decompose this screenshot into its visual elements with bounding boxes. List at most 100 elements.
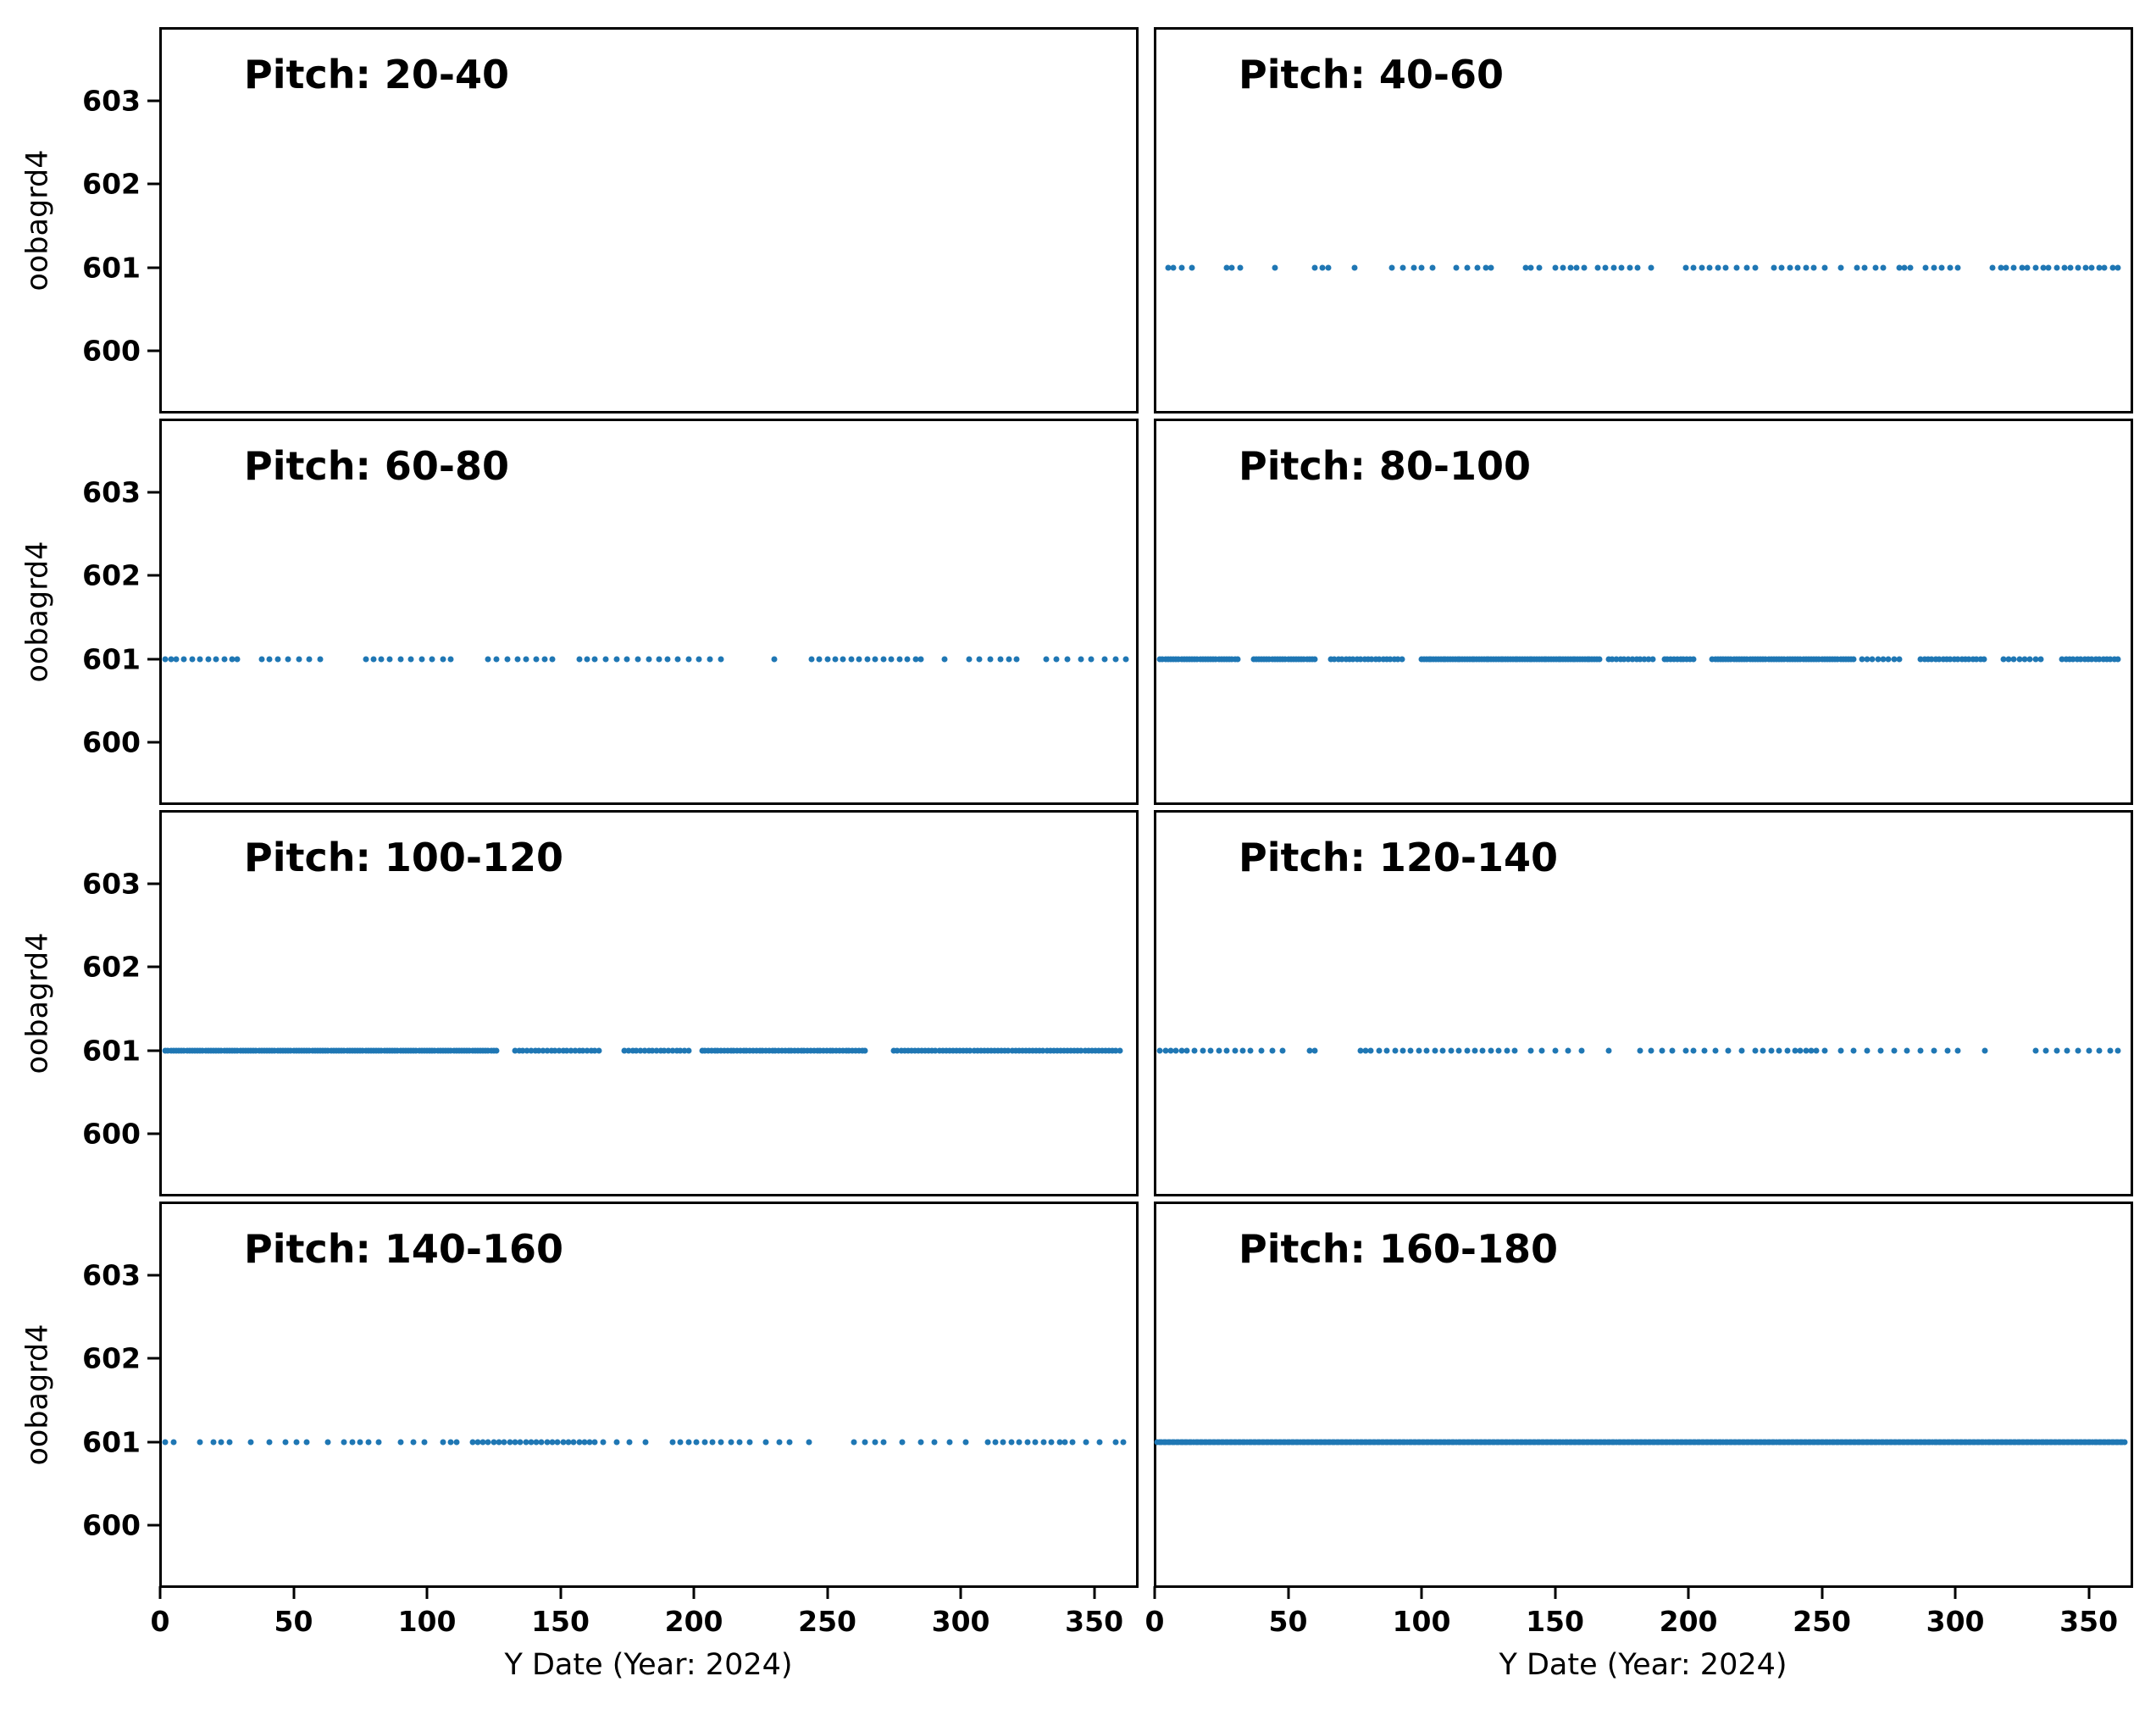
y-tick-label: 600 — [82, 1117, 141, 1151]
data-point — [1810, 264, 1817, 271]
data-point — [1618, 264, 1625, 271]
data-point — [2070, 656, 2076, 663]
data-point — [1269, 1047, 1276, 1054]
data-point — [823, 1047, 830, 1054]
data-point — [1690, 264, 1697, 271]
data-point — [976, 656, 983, 663]
data-point — [779, 1047, 785, 1054]
data-point — [1054, 1047, 1061, 1054]
data-point — [2067, 264, 2074, 271]
data-point — [162, 656, 169, 663]
data-point — [840, 1047, 846, 1054]
data-point — [960, 1047, 967, 1054]
data-point — [1448, 1047, 1455, 1054]
data-point — [1376, 656, 1383, 663]
panel-pitch-120-140: Pitch: 120-140 — [1154, 810, 2133, 1196]
data-point — [1472, 1047, 1478, 1054]
data-point — [576, 1047, 583, 1054]
data-point — [1715, 264, 1721, 271]
data-point — [1768, 1047, 1775, 1054]
data-point — [1399, 264, 1406, 271]
data-point — [946, 1047, 953, 1054]
data-point — [1005, 1047, 1011, 1054]
y-tick-label: 602 — [82, 167, 141, 201]
x-tick-label: 350 — [2059, 1605, 2119, 1638]
data-point — [829, 1047, 836, 1054]
data-point — [1006, 656, 1012, 663]
data-point — [1050, 1047, 1057, 1054]
data-point — [1464, 1047, 1471, 1054]
data-point — [1357, 656, 1364, 663]
data-point — [1527, 264, 1534, 271]
data-point — [664, 656, 671, 663]
data-point — [1605, 1047, 1612, 1054]
data-point — [2086, 1047, 2092, 1054]
data-point — [512, 1047, 518, 1054]
panel-pitch-80-100: Pitch: 80-100 — [1154, 419, 2133, 805]
data-point — [1854, 264, 1860, 271]
data-point — [266, 656, 273, 663]
x-tick-mark — [692, 1586, 696, 1599]
data-point — [1112, 1047, 1119, 1054]
data-point — [1350, 656, 1356, 663]
data-point — [1365, 656, 1372, 663]
data-point — [984, 1047, 991, 1054]
y-tick-mark — [147, 882, 160, 885]
data-point — [1962, 656, 1969, 663]
data-point — [1552, 1047, 1559, 1054]
data-point — [864, 656, 871, 663]
data-point — [950, 1047, 956, 1054]
data-point — [180, 656, 187, 663]
data-point — [1872, 264, 1879, 271]
data-point — [1803, 1047, 1810, 1054]
data-point — [541, 656, 548, 663]
data-point — [1120, 1439, 1127, 1446]
data-point — [925, 1047, 932, 1054]
data-point — [1760, 1047, 1766, 1054]
data-point — [1567, 264, 1574, 271]
data-point — [1167, 1047, 1174, 1054]
data-point — [718, 656, 724, 663]
data-point — [649, 1047, 656, 1054]
data-point — [1931, 1047, 1937, 1054]
data-point — [247, 1439, 254, 1446]
data-point — [1479, 1047, 1486, 1054]
data-point — [576, 656, 583, 663]
data-point — [266, 1439, 273, 1446]
data-point — [931, 1439, 938, 1446]
data-point — [1522, 264, 1529, 271]
panel-title: Pitch: 120-140 — [1239, 835, 1559, 880]
data-point — [2005, 656, 2012, 663]
data-point — [1085, 1047, 1092, 1054]
x-tick-mark — [1687, 1586, 1690, 1599]
data-point — [375, 1439, 382, 1446]
x-tick-mark — [1954, 1586, 1957, 1599]
data-point — [746, 1439, 753, 1446]
data-point — [1596, 656, 1603, 663]
data-point — [1981, 656, 1987, 663]
data-point — [898, 1047, 905, 1054]
data-point — [197, 656, 203, 663]
data-point — [991, 1047, 998, 1054]
y-tick-label: 601 — [82, 1034, 141, 1068]
data-point — [365, 1439, 372, 1446]
x-tick-mark — [1554, 1586, 1557, 1599]
data-point — [549, 1439, 556, 1446]
data-point — [170, 1439, 177, 1446]
data-point — [901, 1047, 908, 1054]
data-point — [946, 1439, 953, 1446]
data-point — [357, 1439, 363, 1446]
data-point — [1687, 656, 1693, 663]
data-point — [1947, 264, 1954, 271]
data-point — [523, 1439, 529, 1446]
data-point — [905, 1047, 912, 1054]
data-point — [1610, 264, 1617, 271]
y-tick-label: 600 — [82, 725, 141, 759]
data-point — [1682, 1047, 1689, 1054]
data-point — [538, 1439, 545, 1446]
data-point — [880, 1439, 887, 1446]
data-point — [750, 1047, 757, 1054]
data-point — [1026, 1047, 1033, 1054]
data-point — [2088, 264, 2095, 271]
data-point — [757, 1047, 763, 1054]
